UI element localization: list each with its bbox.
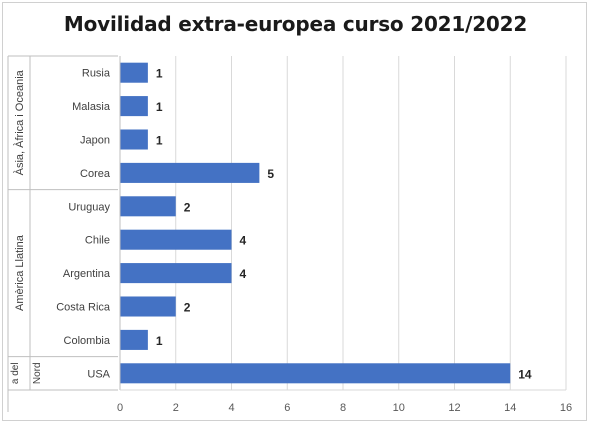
bar [120,329,148,350]
data-label: 14 [518,367,532,381]
data-label: 4 [240,267,247,281]
data-label: 2 [184,301,191,315]
bar [120,196,176,217]
group-label: Amèrica Llatina [14,234,26,311]
bar [120,62,148,83]
x-tick-label: 12 [448,402,460,414]
x-tick-label: 8 [340,402,346,414]
x-tick-label: 2 [173,402,179,414]
y-category-label: Rusia [82,68,111,80]
y-category-label: Costa Rica [56,302,111,314]
bar [120,229,232,250]
data-label: 5 [267,167,274,181]
bar [120,96,148,117]
bar [120,129,148,150]
chart-title: Movilidad extra-europea curso 2021/2022 [63,12,528,36]
y-category-label: Argentina [63,268,111,280]
y-category-label: Malasia [72,101,111,113]
x-tick-label: 14 [504,402,516,414]
data-label: 1 [156,134,163,148]
y-category-label: Japon [80,135,110,147]
data-label: 2 [184,200,191,214]
y-category-label: USA [87,368,110,380]
x-tick-label: 10 [393,402,405,414]
bar [120,162,260,183]
y-category-label: Colombia [64,335,111,347]
group-label: Àsia, Àfrica i Oceania [13,69,26,175]
x-tick-label: 4 [228,402,234,414]
bar [120,263,232,284]
bar [120,296,176,317]
y-category-label: Uruguay [68,201,110,213]
data-label: 1 [156,334,163,348]
chart-frame [2,2,587,421]
bar [120,363,511,384]
data-label: 1 [156,100,163,114]
x-tick-label: 16 [560,402,572,414]
x-tick-label: 0 [117,402,123,414]
y-category-label: Corea [80,168,111,180]
group-label-line: Nord [32,362,43,384]
group-label-line: a del [10,362,21,384]
x-tick-label: 6 [284,402,290,414]
data-label: 1 [156,67,163,81]
data-label: 4 [240,234,247,248]
y-category-label: Chile [85,235,110,247]
